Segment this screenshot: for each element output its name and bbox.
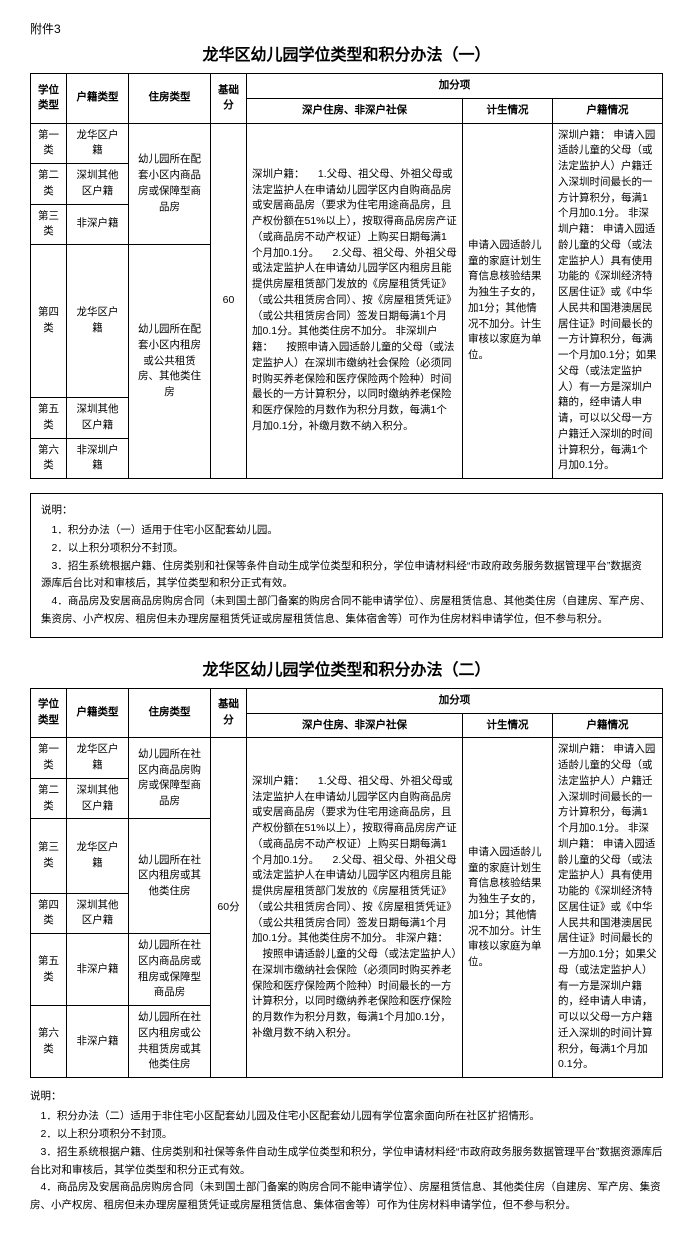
t1-zf1: 幼儿园所在配套小区内商品房或保障型商品房	[129, 123, 211, 245]
t2-hj: 深圳户籍： 申请入园适龄儿童的父母（或法定监护人）户籍迁入深圳时间最长的一方计算…	[552, 738, 662, 1078]
attachment-label: 附件3	[30, 20, 663, 37]
t2-r1-type: 第一类	[31, 738, 67, 779]
notes-1: 说明： 1．积分办法（一）适用于住宅小区配套幼儿园。 2．以上积分项积分不封顶。…	[30, 493, 663, 638]
t1-r1-type: 第一类	[31, 123, 67, 164]
notes2-title: 说明：	[30, 1088, 663, 1106]
t2-zf2: 幼儿园所在社区内租房或其他类住房	[129, 819, 211, 934]
th-jcf: 基础分	[211, 74, 247, 124]
th-zflx: 住房类型	[129, 74, 211, 124]
t1-base: 60	[211, 123, 247, 479]
t2-r4-type: 第四类	[31, 893, 67, 934]
t1-r5-hj: 深圳其他区户籍	[67, 398, 129, 439]
table-2: 学位类型 户籍类型 住房类型 基础分 加分项 深户住房、非深户社保 计生情况 户…	[30, 688, 663, 1078]
t1-r6-hj: 非深圳户籍	[67, 438, 129, 479]
title-2: 龙华区幼儿园学位类型和积分办法（二）	[30, 656, 663, 680]
t1-hj: 深圳户籍： 申请入园适龄儿童的父母（或法定监护人）户籍迁入深圳时间最长的一方计算…	[552, 123, 662, 479]
th-hjlx: 户籍类型	[67, 74, 129, 124]
t2-r1-hj: 龙华区户籍	[67, 738, 129, 779]
t2-zf1: 幼儿园所在社区内商品房购房或保障型商品房	[129, 738, 211, 819]
t2-r2-type: 第二类	[31, 778, 67, 819]
t2-r6-type: 第六类	[31, 1006, 67, 1078]
notes2-p2: 2．以上积分项积分不封顶。	[30, 1126, 663, 1144]
t2-r3-hj: 龙华区户籍	[67, 819, 129, 893]
t1-r1-hj: 龙华区户籍	[67, 123, 129, 164]
th-hjqk: 户籍情况	[552, 98, 662, 123]
t2-base: 60分	[211, 738, 247, 1078]
notes2-p1: 1．积分办法（二）适用于非住宅小区配套幼儿园及住宅小区配套幼儿园有学位富余面向所…	[30, 1108, 663, 1126]
t1-r2-type: 第二类	[31, 164, 67, 205]
t1-r6-type: 第六类	[31, 438, 67, 479]
t1-r3-type: 第三类	[31, 204, 67, 245]
t2-zf4: 幼儿园所在社区内租房或公共租赁房或其他类住房	[129, 1006, 211, 1078]
th-jfx: 加分项	[247, 74, 663, 99]
th2-jsqk: 计生情况	[462, 713, 552, 738]
t2-r6-hj: 非深户籍	[67, 1006, 129, 1078]
t2-r5-hj: 非深户籍	[67, 934, 129, 1006]
t2-shzf: 深圳户籍： 1.父母、祖父母、外祖父母或法定监护人在申请幼儿园学区内自购商品房或…	[247, 738, 463, 1078]
t1-r4-type: 第四类	[31, 245, 67, 398]
notes2-p4: 4．商品房及安居商品房购房合同（未到国土部门备案的购房合同不能申请学位）、房屋租…	[30, 1179, 663, 1215]
t1-r3-hj: 非深户籍	[67, 204, 129, 245]
t1-r5-type: 第五类	[31, 398, 67, 439]
t1-shzf: 深圳户籍： 1.父母、祖父母、外祖父母或法定监护人在申请幼儿园学区内自购商品房或…	[247, 123, 463, 479]
th2-hjlx: 户籍类型	[67, 688, 129, 738]
t2-r2-hj: 深圳其他区户籍	[67, 778, 129, 819]
th-xwlx: 学位类型	[31, 74, 67, 124]
notes1-title: 说明：	[41, 502, 652, 520]
notes1-p2: 2．以上积分项积分不封顶。	[41, 540, 652, 558]
th2-jfx: 加分项	[247, 688, 663, 713]
t1-r4-hj: 龙华区户籍	[67, 245, 129, 398]
t2-r5-type: 第五类	[31, 934, 67, 1006]
th2-zflx: 住房类型	[129, 688, 211, 738]
th2-hjqk: 户籍情况	[552, 713, 662, 738]
notes1-p4: 4．商品房及安居商品房购房合同（未到国土部门备案的购房合同不能申请学位）、房屋租…	[41, 593, 652, 629]
t1-js: 申请入园适龄儿童的家庭计划生育信息核验结果为独生子女的，加1分；其他情况不加分。…	[462, 123, 552, 479]
notes1-p1: 1．积分办法（一）适用于住宅小区配套幼儿园。	[41, 522, 652, 540]
th-shzf: 深户住房、非深户社保	[247, 98, 463, 123]
th2-xwlx: 学位类型	[31, 688, 67, 738]
t1-r2-hj: 深圳其他区户籍	[67, 164, 129, 205]
notes2-p3: 3．招生系统根据户籍、住房类别和社保等条件自动生成学位类型和积分，学位申请材料经…	[30, 1144, 663, 1180]
th2-jcf: 基础分	[211, 688, 247, 738]
t2-r4-hj: 深圳其他区户籍	[67, 893, 129, 934]
th-jsqk: 计生情况	[462, 98, 552, 123]
table-1: 学位类型 户籍类型 住房类型 基础分 加分项 深户住房、非深户社保 计生情况 户…	[30, 73, 663, 479]
t1-zf2: 幼儿园所在配套小区内租房或公共租赁房、其他类住房	[129, 245, 211, 479]
title-1: 龙华区幼儿园学位类型和积分办法（一）	[30, 41, 663, 65]
th2-shzf: 深户住房、非深户社保	[247, 713, 463, 738]
t2-zf3: 幼儿园所在社区内商品房或租房或保障型商品房	[129, 934, 211, 1006]
t2-r3-type: 第三类	[31, 819, 67, 893]
notes1-p3: 3．招生系统根据户籍、住房类别和社保等条件自动生成学位类型和积分，学位申请材料经…	[41, 558, 652, 594]
notes-2: 说明： 1．积分办法（二）适用于非住宅小区配套幼儿园及住宅小区配套幼儿园有学位富…	[30, 1088, 663, 1215]
t2-js: 申请入园适龄儿童的家庭计划生育信息核验结果为独生子女的，加1分；其他情况不加分。…	[462, 738, 552, 1078]
